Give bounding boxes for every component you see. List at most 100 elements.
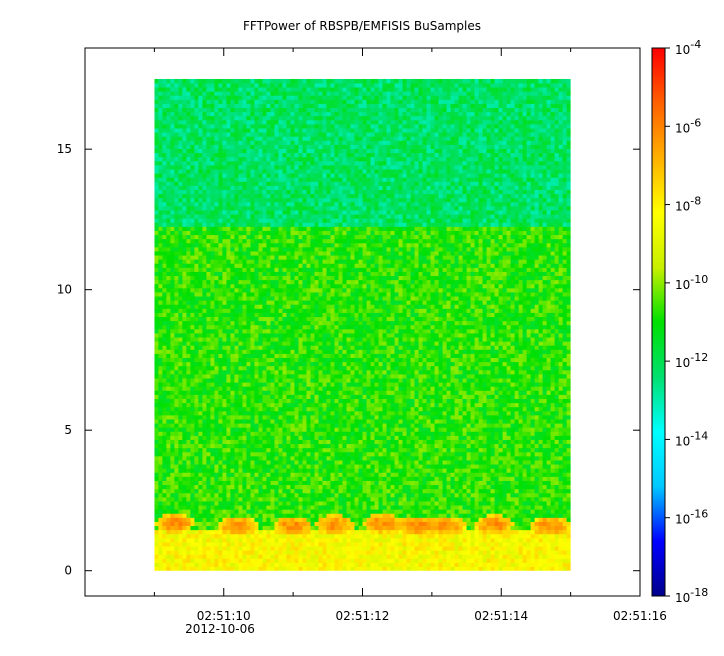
heatmap-cell xyxy=(398,390,403,395)
heatmap-cell xyxy=(462,455,467,461)
heatmap-cell xyxy=(290,373,295,379)
heatmap-cell xyxy=(550,406,556,412)
heatmap-cell xyxy=(566,472,571,477)
heatmap-cell xyxy=(502,558,507,563)
heatmap-cell xyxy=(250,378,255,383)
heatmap-cell xyxy=(362,480,367,486)
heatmap-cell xyxy=(542,496,548,502)
heatmap-cell xyxy=(326,542,331,547)
heatmap-cell xyxy=(382,464,387,469)
heatmap-cell xyxy=(518,447,523,453)
heatmap-cell xyxy=(290,509,295,514)
heatmap-cell xyxy=(154,451,159,457)
heatmap-cell xyxy=(230,566,235,571)
heatmap-cell xyxy=(382,468,387,473)
heatmap-cell xyxy=(458,373,463,379)
heatmap-cell xyxy=(178,460,183,465)
heatmap-cell xyxy=(302,488,307,494)
heatmap-cell xyxy=(166,373,171,379)
heatmap-cell xyxy=(174,521,179,527)
heatmap-cell xyxy=(318,476,323,481)
heatmap-cell xyxy=(158,378,163,383)
heatmap-cell xyxy=(258,488,263,494)
heatmap-cell xyxy=(566,525,571,531)
heatmap-cell xyxy=(338,373,343,379)
heatmap-cell xyxy=(554,414,560,420)
heatmap-cell xyxy=(170,533,175,539)
heatmap-cell xyxy=(486,464,491,469)
heatmap-cell xyxy=(390,447,395,453)
heatmap-cell xyxy=(506,550,511,555)
heatmap-cell xyxy=(450,406,455,412)
heatmap-cell xyxy=(342,435,347,440)
heatmap-cell xyxy=(374,562,379,568)
heatmap-cell xyxy=(538,460,544,465)
heatmap-cell xyxy=(522,488,527,494)
heatmap-cell xyxy=(430,402,435,408)
heatmap-cell xyxy=(482,435,487,440)
heatmap-cell xyxy=(218,542,223,547)
heatmap-cell xyxy=(502,390,507,395)
heatmap-cell xyxy=(386,472,391,477)
heatmap-cell xyxy=(474,476,479,481)
heatmap-cell xyxy=(170,476,175,481)
heatmap-cell xyxy=(270,427,275,432)
heatmap-cell xyxy=(278,394,283,399)
heatmap-cell xyxy=(202,386,207,391)
heatmap-cell xyxy=(294,542,299,547)
heatmap-cell xyxy=(202,373,207,379)
heatmap-cell xyxy=(566,406,571,412)
heatmap-cell xyxy=(298,423,303,428)
heatmap-cell xyxy=(566,533,571,539)
heatmap-cell xyxy=(478,468,483,473)
heatmap-cell xyxy=(518,558,523,563)
heatmap-cell xyxy=(386,443,391,449)
heatmap-cell xyxy=(402,505,407,510)
heatmap-cell xyxy=(558,517,564,522)
heatmap-cell xyxy=(194,373,199,379)
heatmap-cell xyxy=(154,464,159,469)
heatmap-cell xyxy=(426,423,431,428)
heatmap-cell xyxy=(178,451,183,457)
heatmap-cell xyxy=(490,464,495,469)
heatmap-cell xyxy=(494,496,499,502)
heatmap-cell xyxy=(262,378,267,383)
heatmap-cell xyxy=(434,431,439,436)
heatmap-cell xyxy=(158,550,163,555)
heatmap-cell xyxy=(194,509,199,514)
heatmap-cell xyxy=(558,410,564,416)
heatmap-cell xyxy=(566,398,571,404)
heatmap-cell xyxy=(190,542,195,547)
heatmap-cell xyxy=(254,521,259,527)
heatmap-cell xyxy=(230,464,235,469)
heatmap-cell xyxy=(302,554,307,559)
heatmap-cell xyxy=(478,546,483,551)
heatmap-cell xyxy=(366,542,371,547)
heatmap-cell xyxy=(238,378,243,383)
heatmap-cell xyxy=(418,513,423,518)
heatmap-cell xyxy=(566,492,571,498)
heatmap-cell xyxy=(182,414,187,420)
heatmap-cell xyxy=(238,529,243,535)
heatmap-cell xyxy=(402,406,407,412)
heatmap-cell xyxy=(154,447,159,453)
heatmap-cell xyxy=(194,496,199,502)
heatmap-cell xyxy=(294,439,299,445)
heatmap-cell xyxy=(270,558,275,563)
heatmap-cell xyxy=(502,472,507,477)
heatmap-cell xyxy=(490,509,495,514)
heatmap-cell xyxy=(466,402,471,408)
heatmap-cell xyxy=(542,419,548,424)
heatmap-cell xyxy=(338,406,343,412)
heatmap-cell xyxy=(330,435,335,440)
heatmap-cell xyxy=(498,439,503,445)
heatmap-cell xyxy=(418,410,423,416)
heatmap-cell xyxy=(190,402,195,408)
heatmap-cell xyxy=(534,537,539,543)
heatmap-cell xyxy=(234,496,239,502)
heatmap-cell xyxy=(222,443,227,449)
heatmap-cell xyxy=(534,529,539,535)
heatmap-cell xyxy=(410,529,415,535)
heatmap-cell xyxy=(518,492,523,498)
heatmap-cell xyxy=(218,414,223,420)
